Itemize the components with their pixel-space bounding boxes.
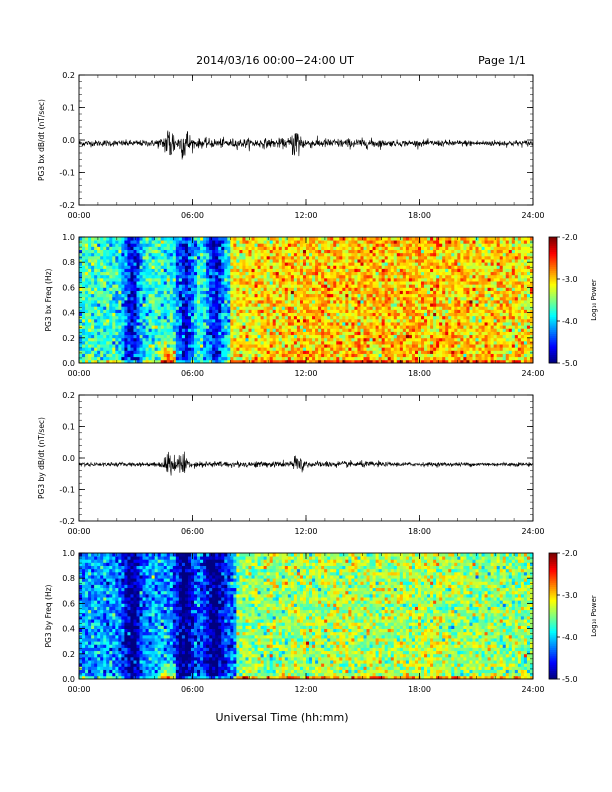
y-tick-label: 0.1 bbox=[62, 423, 75, 432]
x-tick-label: 18:00 bbox=[408, 527, 431, 536]
x-tick-label: 06:00 bbox=[181, 685, 204, 694]
y-axis-label: PG3 bx dB/dt (nT/sec) bbox=[37, 99, 46, 181]
colorbar: -2.0 -3.0 -4.0 -5.0 Log₁₀ Power bbox=[548, 233, 598, 368]
x-tick-label: 12:00 bbox=[294, 685, 317, 694]
colorbar-tick-label: -4.0 bbox=[562, 317, 578, 326]
colorbar-tick-label: -5.0 bbox=[562, 359, 578, 368]
x-tick-label: 06:00 bbox=[181, 369, 204, 378]
y-tick-label: 0.2 bbox=[62, 391, 75, 400]
y-tick-label: 0.0 bbox=[62, 136, 75, 145]
signal-trace bbox=[78, 451, 534, 476]
x-tick-label: 00:00 bbox=[67, 685, 90, 694]
plot-frame bbox=[78, 394, 534, 522]
colorbar-frame bbox=[548, 552, 558, 680]
y-tick-label: 0.8 bbox=[62, 574, 75, 583]
y-tick-label: 0.6 bbox=[62, 283, 75, 292]
page-indicator: Page 1/1 bbox=[478, 54, 526, 67]
x-tick-label: 18:00 bbox=[408, 685, 431, 694]
x-axis: 00:00 06:00 12:00 18:00 24:00 bbox=[67, 395, 545, 536]
x-tick-label: 00:00 bbox=[67, 211, 90, 220]
y-axis: 1.0 0.8 0.6 0.4 0.2 0.0 bbox=[62, 549, 533, 684]
y-tick-label: 0.2 bbox=[62, 650, 75, 659]
y-axis: 0.2 0.1 0.0 -0.1 -0.2 bbox=[59, 391, 533, 526]
y-tick-label: 0.6 bbox=[62, 599, 75, 608]
y-axis: 0.2 0.1 0.0 -0.1 -0.2 bbox=[59, 71, 533, 210]
y-tick-label: 0.2 bbox=[62, 334, 75, 343]
y-axis: 1.0 0.8 0.6 0.4 0.2 0.0 bbox=[62, 233, 533, 368]
y-tick-label: 0.0 bbox=[62, 675, 75, 684]
y-tick-label: 0.4 bbox=[62, 309, 75, 318]
x-tick-label: 00:00 bbox=[67, 369, 90, 378]
x-tick-label: 18:00 bbox=[408, 369, 431, 378]
panel-3: 0.2 0.1 0.0 -0.1 -0.2 PG3 by dB/dt (nT/sec) 00… bbox=[37, 391, 545, 536]
spectrogram-cells bbox=[79, 237, 534, 364]
y-axis-label: PG3 by Freq (Hz) bbox=[44, 584, 53, 647]
x-tick-label: 24:00 bbox=[521, 527, 544, 536]
colorbar-label: Log₁₀ Power bbox=[590, 595, 598, 637]
spectrogram-cells bbox=[79, 553, 534, 680]
colorbar-tick-label: -2.0 bbox=[562, 549, 578, 558]
colorbar-tick-label: -2.0 bbox=[562, 233, 578, 242]
x-tick-label: 24:00 bbox=[521, 369, 544, 378]
y-axis-label: PG3 by dB/dt (nT/sec) bbox=[37, 417, 46, 499]
x-axis: 00:00 06:00 12:00 18:00 24:00 bbox=[67, 237, 545, 378]
panels: 0.2 0.1 0.0 -0.1 -0.2 PG3 bx dB/dt (nT/sec) 00… bbox=[37, 71, 598, 694]
x-tick-label: 12:00 bbox=[294, 369, 317, 378]
y-tick-label: -0.1 bbox=[59, 486, 75, 495]
plot-frame bbox=[78, 74, 534, 206]
x-tick-label: 06:00 bbox=[181, 527, 204, 536]
x-axis: 00:00 06:00 12:00 18:00 24:00 bbox=[67, 553, 545, 694]
x-tick-label: 18:00 bbox=[408, 211, 431, 220]
colorbar-tick-label: -3.0 bbox=[562, 591, 578, 600]
colorbar-label: Log₁₀ Power bbox=[590, 279, 598, 321]
y-tick-label: 0.8 bbox=[62, 258, 75, 267]
x-axis-label: Universal Time (hh:mm) bbox=[216, 711, 349, 724]
colorbar-frame bbox=[548, 236, 558, 364]
y-tick-label: 1.0 bbox=[62, 549, 75, 558]
x-tick-label: 06:00 bbox=[181, 211, 204, 220]
panel-1: 0.2 0.1 0.0 -0.1 -0.2 PG3 bx dB/dt (nT/sec) 00… bbox=[37, 71, 545, 220]
colorbar: -2.0 -3.0 -4.0 -5.0 Log₁₀ Power bbox=[548, 549, 598, 684]
y-tick-label: 0.4 bbox=[62, 625, 75, 634]
y-tick-label: -0.2 bbox=[59, 201, 75, 210]
x-tick-label: 24:00 bbox=[521, 685, 544, 694]
colorbar-tick-label: -4.0 bbox=[562, 633, 578, 642]
y-tick-label: -0.1 bbox=[59, 169, 75, 178]
colorbar-tick-label: -3.0 bbox=[562, 275, 578, 284]
colorbar-tick-label: -5.0 bbox=[562, 675, 578, 684]
y-tick-label: 0.1 bbox=[62, 104, 75, 113]
y-tick-label: -0.2 bbox=[59, 517, 75, 526]
y-tick-label: 0.0 bbox=[62, 359, 75, 368]
y-tick-label: 0.2 bbox=[62, 71, 75, 80]
x-tick-label: 12:00 bbox=[294, 211, 317, 220]
y-tick-label: 0.0 bbox=[62, 454, 75, 463]
y-tick-label: 1.0 bbox=[62, 233, 75, 242]
x-tick-label: 24:00 bbox=[521, 211, 544, 220]
x-tick-label: 00:00 bbox=[67, 527, 90, 536]
signal-trace bbox=[78, 130, 534, 160]
x-tick-label: 12:00 bbox=[294, 527, 317, 536]
y-axis-label: PG3 bx Freq (Hz) bbox=[44, 268, 53, 331]
figure-title: 2014/03/16 00:00−24:00 UT bbox=[196, 54, 354, 67]
x-axis: 00:00 06:00 12:00 18:00 24:00 bbox=[67, 75, 545, 220]
